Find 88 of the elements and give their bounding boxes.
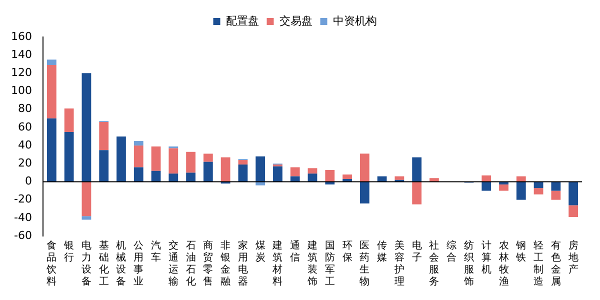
bar bbox=[482, 182, 492, 191]
bar bbox=[360, 154, 370, 182]
bar bbox=[46, 65, 56, 118]
bar bbox=[82, 216, 92, 220]
y-tick-label: 0 bbox=[24, 174, 32, 188]
y-tick-label: -40 bbox=[14, 210, 32, 224]
bar bbox=[412, 182, 422, 204]
x-tick-label: 汽车 bbox=[151, 240, 162, 264]
x-tick-label: 商贸零售 bbox=[203, 240, 214, 288]
x-tick-label: 基础化工 bbox=[98, 240, 109, 288]
bar bbox=[82, 182, 92, 216]
legend-label: 中资机构 bbox=[332, 14, 377, 28]
y-tick-label: 120 bbox=[10, 66, 32, 80]
y-tick-label: 80 bbox=[18, 102, 32, 116]
x-tick-label: 纺织服饰 bbox=[462, 240, 474, 288]
x-tick-label: 环保 bbox=[342, 240, 352, 264]
x-tick-label: 家用电器 bbox=[238, 240, 248, 288]
x-tick-label: 医药生物 bbox=[360, 240, 370, 288]
y-tick-label: 60 bbox=[18, 120, 32, 134]
bar bbox=[534, 182, 544, 188]
y-tick-label: -60 bbox=[14, 228, 32, 242]
bar bbox=[134, 141, 144, 146]
bar bbox=[168, 148, 178, 174]
legend-label: 交易盘 bbox=[279, 14, 312, 28]
bar bbox=[238, 164, 248, 182]
bar bbox=[203, 162, 213, 182]
x-tick-label: 建筑材料 bbox=[272, 240, 283, 288]
bar bbox=[82, 73, 92, 182]
bar bbox=[412, 157, 422, 182]
bar bbox=[134, 146, 144, 168]
x-tick-label: 国防军工 bbox=[324, 240, 335, 288]
bar bbox=[394, 176, 404, 180]
x-tick-label: 农林牧渔 bbox=[498, 240, 509, 288]
x-tick-label: 电子 bbox=[412, 240, 422, 264]
bar bbox=[46, 60, 56, 66]
x-tick-label: 轻工制造 bbox=[534, 240, 544, 288]
x-tick-label: 房地产 bbox=[567, 240, 578, 276]
bar bbox=[220, 157, 230, 182]
x-tick-label: 建筑装饰 bbox=[306, 240, 318, 288]
y-tick-label: 100 bbox=[10, 84, 32, 98]
x-tick-label: 传媒 bbox=[377, 240, 388, 264]
bar bbox=[551, 190, 561, 200]
x-tick-label: 银行 bbox=[63, 240, 74, 264]
y-tick-label: -20 bbox=[14, 192, 32, 206]
bar bbox=[46, 118, 56, 182]
bar bbox=[325, 170, 335, 182]
x-tick-label: 社会服务 bbox=[429, 240, 440, 288]
bar bbox=[534, 188, 544, 194]
x-tick-label: 石油石化 bbox=[186, 240, 196, 288]
bar bbox=[116, 136, 126, 182]
x-tick-label: 非银金融 bbox=[220, 240, 231, 288]
bar bbox=[256, 156, 266, 182]
y-tick-label: 20 bbox=[18, 156, 32, 170]
x-tick-label: 交通运输 bbox=[168, 240, 178, 288]
bar bbox=[203, 154, 213, 162]
bar bbox=[186, 152, 196, 173]
bar bbox=[342, 174, 352, 180]
x-tick-label: 电力设备 bbox=[81, 240, 92, 288]
bar bbox=[238, 160, 248, 165]
x-tick-label: 煤炭 bbox=[255, 240, 266, 264]
bar bbox=[273, 166, 282, 182]
bar bbox=[134, 167, 144, 182]
x-tick-label: 美容护理 bbox=[393, 240, 404, 288]
bar bbox=[99, 150, 109, 182]
x-tick-label: 通信 bbox=[290, 240, 300, 264]
bar bbox=[308, 168, 318, 174]
x-tick-label: 公用事业 bbox=[134, 240, 144, 288]
x-tick-label: 综合 bbox=[446, 240, 457, 264]
bar bbox=[516, 182, 526, 200]
x-tick-label: 机械设备 bbox=[116, 240, 126, 288]
y-tick-label: 160 bbox=[10, 30, 32, 43]
bar bbox=[64, 108, 74, 132]
y-tick-label: 140 bbox=[10, 48, 32, 61]
bar bbox=[568, 205, 578, 218]
bar bbox=[99, 122, 109, 150]
bar bbox=[568, 182, 578, 206]
bar bbox=[551, 182, 561, 191]
legend-label: 配置盘 bbox=[226, 14, 259, 28]
x-tick-label: 计算机 bbox=[481, 240, 492, 276]
y-tick-label: 40 bbox=[18, 138, 32, 152]
x-tick-label: 食品饮料 bbox=[46, 240, 57, 288]
bar bbox=[360, 182, 370, 204]
bar bbox=[290, 167, 300, 176]
bar bbox=[64, 132, 74, 182]
bar bbox=[499, 184, 508, 191]
x-tick-label: 钢铁 bbox=[515, 240, 526, 264]
bar bbox=[151, 146, 161, 171]
x-tick-label: 有色金属 bbox=[550, 240, 561, 288]
